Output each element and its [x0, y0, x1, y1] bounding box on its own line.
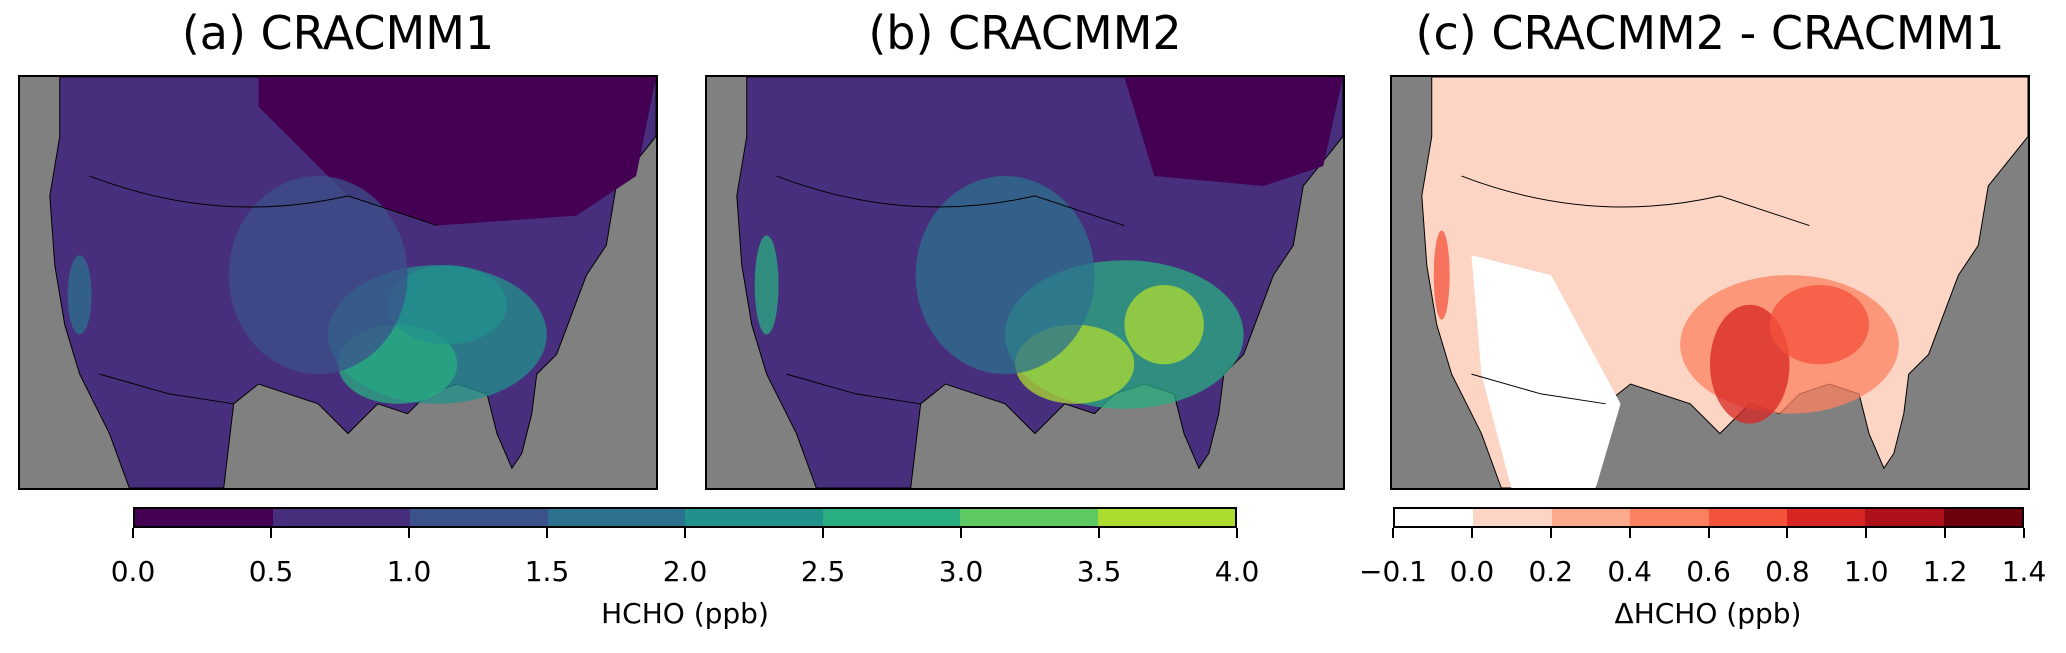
colorbar-tick-label: 0.6	[1686, 555, 1731, 588]
colorbar-tick	[408, 528, 410, 538]
colorbar-segment	[1943, 509, 2022, 526]
colorbar-tick-label: 1.0	[386, 555, 432, 588]
concentration-region	[915, 176, 1095, 375]
colorbar-tick	[1470, 528, 1473, 538]
colorbar-tick-label: 1.5	[524, 555, 570, 588]
map-c	[1421, 77, 2028, 488]
canada-north	[1124, 77, 1343, 186]
colorbar-tick-label: 3.5	[1076, 555, 1122, 588]
colorbar-segment	[960, 509, 1098, 526]
colorbar-tick-label: 0.4	[1607, 555, 1652, 588]
colorbar-tick	[1786, 528, 1789, 538]
map-panel-c	[1390, 75, 2030, 490]
us-canada-border	[89, 175, 438, 227]
concentration-region	[1769, 284, 1869, 365]
concentration-region	[1124, 284, 1204, 365]
colorbar-segment	[410, 509, 548, 526]
colorbar-tick-label: 1.2	[1922, 555, 1968, 588]
colorbar-tick-label: 3.0	[938, 555, 984, 588]
colorbar-tick	[546, 528, 548, 538]
colorbar-segment	[1395, 509, 1474, 526]
panel-c-title: (c) CRACMM2 - CRACMM1	[1415, 6, 2005, 60]
colorbar-tick	[1098, 528, 1100, 538]
concentration-region	[1710, 304, 1790, 424]
colorbar-tick	[1392, 528, 1394, 538]
map-a	[49, 77, 656, 488]
colorbar-tick	[270, 528, 272, 538]
colorbar-tick	[1628, 528, 1631, 538]
panel-b-title: (b) CRACMM2	[868, 6, 1182, 60]
colorbar-tick-label: 0.5	[248, 555, 294, 588]
colorbar-tick	[1944, 528, 1947, 538]
colorbar-segment	[1786, 509, 1866, 526]
us-canada-border	[1461, 175, 1810, 227]
colorbar-tick	[1865, 528, 1868, 538]
colorbar-tick	[132, 528, 134, 538]
colorbar-segment	[1708, 509, 1787, 526]
colorbar-tick-label: 2.5	[800, 555, 846, 588]
colorbar-segment	[822, 509, 960, 526]
delta-hcho-colorbar-label: ΔHCHO (ppb)	[1614, 597, 1802, 630]
colorbar-tick-label: 2.0	[662, 555, 708, 588]
colorbar-segment	[1097, 509, 1235, 526]
concentration-region	[1433, 230, 1450, 320]
us-mexico-border	[786, 373, 921, 405]
colorbar-tick	[1236, 528, 1238, 538]
colorbar-segment	[1473, 509, 1552, 526]
colorbar-segment	[1865, 509, 1944, 526]
map-panel-b	[705, 75, 1345, 490]
colorbar-tick-label: 4.0	[1214, 555, 1260, 588]
concentration-region	[67, 255, 92, 335]
us-mexico-border	[99, 373, 234, 405]
concentration-region	[228, 176, 408, 375]
colorbar-segment	[547, 509, 685, 526]
colorbar-tick-label: 1.4	[2001, 555, 2047, 588]
map-b	[736, 77, 1343, 488]
colorbar-tick	[1707, 528, 1710, 538]
delta-hcho-colorbar	[1393, 507, 2024, 528]
map-panel-a	[18, 75, 658, 490]
hcho-colorbar-label: HCHO (ppb)	[601, 597, 769, 630]
colorbar-tick-label: 0.8	[1765, 555, 1810, 588]
concentration-region	[754, 235, 779, 335]
us-mexico-border	[1471, 373, 1606, 405]
colorbar-tick-label: 0.2	[1528, 555, 1574, 588]
us-canada-border	[776, 175, 1125, 227]
colorbar-segment	[685, 509, 823, 526]
colorbar-tick	[684, 528, 686, 538]
colorbar-segment	[1551, 509, 1631, 526]
concentration-region	[387, 265, 507, 345]
hcho-colorbar	[133, 507, 1237, 528]
colorbar-segment	[135, 509, 273, 526]
colorbar-segment	[1630, 509, 1709, 526]
colorbar-tick-label: 0.0	[110, 555, 156, 588]
colorbar-tick	[822, 528, 824, 538]
colorbar-tick	[960, 528, 962, 538]
panel-a-title: (a) CRACMM1	[181, 6, 495, 60]
colorbar-tick-label: 0.0	[1449, 555, 1495, 588]
southwest-region	[1471, 255, 1621, 488]
colorbar-tick-label: −0.1	[1359, 555, 1427, 588]
colorbar-tick	[1549, 528, 1552, 538]
colorbar-segment	[272, 509, 410, 526]
colorbar-tick	[2023, 528, 2025, 538]
colorbar-tick-label: 1.0	[1843, 555, 1889, 588]
